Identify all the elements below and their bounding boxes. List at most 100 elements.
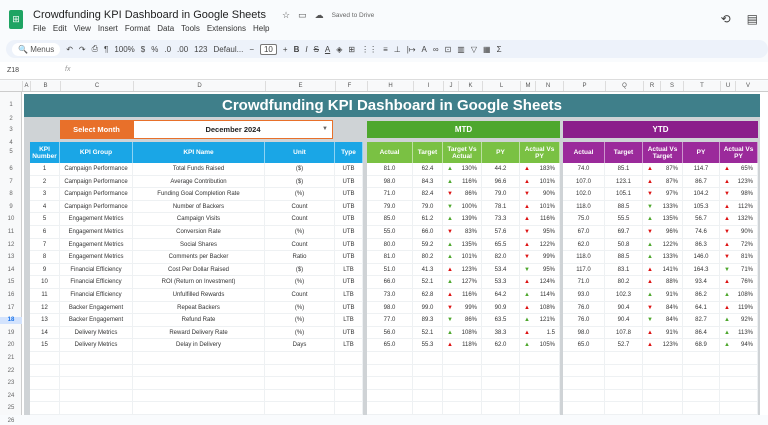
empty-cell[interactable]: [605, 364, 643, 378]
empty-cell[interactable]: [720, 402, 758, 415]
empty-cell[interactable]: [30, 377, 60, 390]
menu-insert[interactable]: Insert: [97, 24, 118, 33]
column-header-T[interactable]: T: [683, 81, 720, 91]
bold-icon[interactable]: B: [293, 44, 300, 54]
column-header-R[interactable]: R: [643, 81, 660, 91]
row-header-17[interactable]: 17: [7, 304, 15, 311]
empty-cell[interactable]: [30, 352, 60, 365]
empty-cell[interactable]: [265, 352, 335, 365]
row-header-12[interactable]: 12: [7, 241, 15, 248]
empty-cell[interactable]: [30, 389, 60, 403]
empty-cell[interactable]: [683, 352, 720, 365]
empty-cell[interactable]: [683, 377, 720, 390]
empty-cell[interactable]: [563, 377, 605, 390]
column-header-N[interactable]: N: [535, 81, 560, 91]
print-icon[interactable]: ⎙: [91, 44, 99, 53]
undo-icon[interactable]: ↶: [66, 44, 73, 54]
empty-cell[interactable]: [60, 352, 133, 365]
empty-cell[interactable]: [683, 364, 720, 378]
menu-file[interactable]: File: [33, 24, 46, 33]
empty-cell[interactable]: [605, 389, 643, 403]
row-header-9[interactable]: 9: [9, 203, 13, 210]
empty-cell[interactable]: [605, 352, 643, 365]
row-header-6[interactable]: 6: [9, 166, 13, 172]
empty-cell[interactable]: [413, 364, 443, 378]
chart-icon[interactable]: ▥: [457, 44, 465, 54]
row-header-19[interactable]: 19: [7, 329, 15, 336]
empty-cell[interactable]: [367, 377, 413, 390]
redo-icon[interactable]: ↷: [78, 44, 86, 54]
empty-cell[interactable]: [413, 352, 443, 365]
empty-cell[interactable]: [265, 402, 335, 415]
empty-cell[interactable]: [482, 364, 520, 378]
empty-cell[interactable]: [133, 364, 265, 378]
empty-cell[interactable]: [133, 389, 265, 403]
empty-cell[interactable]: [443, 377, 482, 390]
row-header-14[interactable]: 14: [7, 266, 15, 273]
currency-button[interactable]: $: [140, 44, 146, 54]
row-header-7[interactable]: 7: [9, 178, 13, 185]
empty-cell[interactable]: [520, 389, 560, 403]
move-folder-icon[interactable]: ▭: [298, 10, 307, 20]
zoom-select[interactable]: 100%: [114, 44, 135, 54]
empty-cell[interactable]: [133, 402, 265, 415]
row-header-20[interactable]: 20: [7, 342, 15, 349]
column-header-K[interactable]: K: [458, 81, 482, 91]
document-title[interactable]: Crowdfunding KPI Dashboard in Google She…: [33, 9, 266, 21]
empty-cell[interactable]: [265, 377, 335, 390]
column-header-Q[interactable]: Q: [605, 81, 643, 91]
row-header-3[interactable]: 3: [9, 127, 13, 133]
empty-cell[interactable]: [720, 389, 758, 403]
column-header-I[interactable]: I: [413, 81, 443, 91]
empty-cell[interactable]: [683, 402, 720, 415]
menus-search[interactable]: 🔍 Menus: [12, 42, 61, 56]
increase-font-icon[interactable]: +: [282, 44, 288, 54]
column-header-F[interactable]: F: [335, 81, 363, 91]
menu-data[interactable]: Data: [157, 24, 175, 33]
row-header-4[interactable]: 4: [9, 140, 13, 146]
empty-cell[interactable]: [520, 377, 560, 390]
menu-format[interactable]: Format: [124, 24, 151, 33]
empty-cell[interactable]: [443, 364, 482, 378]
empty-cell[interactable]: [683, 389, 720, 403]
row-header-8[interactable]: 8: [9, 191, 13, 198]
empty-cell[interactable]: [482, 389, 520, 403]
empty-cell[interactable]: [482, 402, 520, 415]
empty-cell[interactable]: [443, 352, 482, 365]
menu-help[interactable]: Help: [252, 24, 270, 33]
empty-cell[interactable]: [563, 352, 605, 365]
month-dropdown[interactable]: December 2024 ▼: [133, 120, 333, 139]
empty-cell[interactable]: [605, 377, 643, 390]
percent-button[interactable]: %: [151, 44, 159, 54]
row-header-2[interactable]: 2: [9, 116, 13, 122]
empty-cell[interactable]: [30, 402, 60, 415]
valign-icon[interactable]: ⊥: [393, 44, 401, 54]
row-header-22[interactable]: 22: [7, 367, 15, 374]
empty-cell[interactable]: [413, 402, 443, 415]
empty-cell[interactable]: [367, 389, 413, 403]
menu-extensions[interactable]: Extensions: [206, 24, 246, 33]
decrease-font-icon[interactable]: −: [249, 44, 254, 54]
fill-color-icon[interactable]: ◈: [336, 44, 343, 54]
increase-decimal-icon[interactable]: .00: [177, 44, 189, 54]
comment-icon[interactable]: ⊡: [444, 44, 452, 54]
row-header-25[interactable]: 25: [7, 405, 15, 412]
borders-icon[interactable]: ⊞: [348, 44, 356, 54]
empty-cell[interactable]: [335, 389, 363, 403]
empty-cell[interactable]: [335, 352, 363, 365]
empty-cell[interactable]: [605, 402, 643, 415]
sheets-logo[interactable]: ⊞: [9, 10, 23, 29]
row-header-11[interactable]: 11: [7, 229, 15, 235]
text-color-icon[interactable]: A: [324, 44, 331, 54]
empty-cell[interactable]: [563, 389, 605, 403]
wrap-icon[interactable]: |↦: [406, 44, 416, 54]
paint-format-icon[interactable]: ¶: [104, 44, 109, 54]
row-header-1[interactable]: 1: [9, 102, 13, 108]
empty-cell[interactable]: [413, 389, 443, 403]
dropdown-caret-icon[interactable]: ▼: [322, 126, 328, 132]
empty-cell[interactable]: [520, 402, 560, 415]
column-header-D[interactable]: D: [133, 81, 265, 91]
empty-cell[interactable]: [643, 377, 683, 390]
empty-cell[interactable]: [482, 377, 520, 390]
empty-cell[interactable]: [133, 352, 265, 365]
